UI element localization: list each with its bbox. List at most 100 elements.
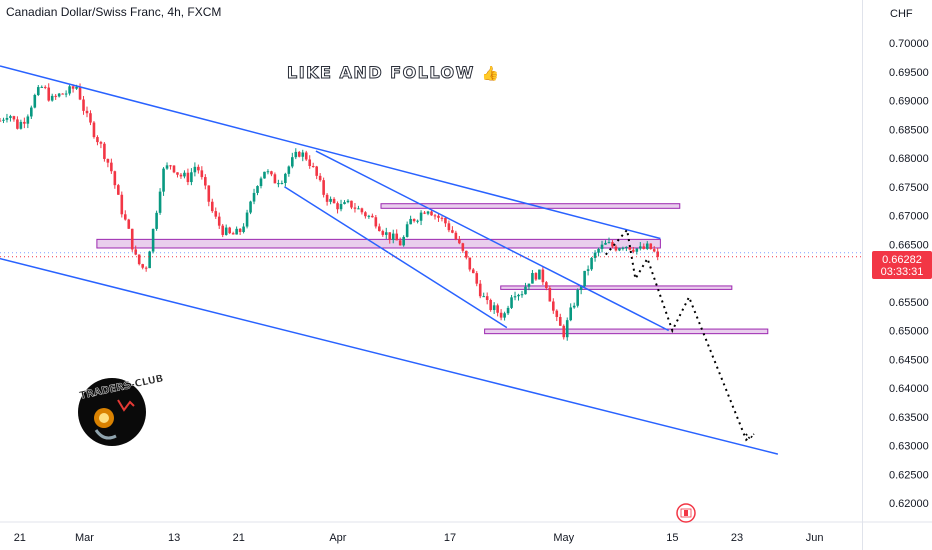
candle-body xyxy=(179,174,183,177)
candle-body xyxy=(388,232,392,240)
candle-body xyxy=(54,95,57,97)
candle-body xyxy=(325,194,329,202)
candle-body xyxy=(492,305,496,310)
candle-body xyxy=(294,151,298,158)
candle-body xyxy=(597,248,600,253)
candle-body xyxy=(47,87,51,101)
like-and-follow-banner: LIKE AND FOLLOW 👍 xyxy=(287,63,501,83)
candle-body xyxy=(68,86,71,94)
candle-body xyxy=(569,307,573,321)
candle-body xyxy=(207,185,211,202)
trendline[interactable] xyxy=(315,150,669,332)
candle-body xyxy=(117,185,120,195)
candle-body xyxy=(40,86,44,88)
candle-body xyxy=(475,273,479,284)
candle-body xyxy=(16,119,19,129)
candle-body xyxy=(137,254,141,265)
last-price-value: 0.66282 xyxy=(882,254,922,266)
candle-body xyxy=(148,251,151,269)
candle-body xyxy=(583,270,586,287)
trendline[interactable] xyxy=(0,65,661,240)
candle-body xyxy=(339,204,343,210)
traders-club-logo: TRADERS-CLUB xyxy=(78,373,165,446)
y-tick-label: 0.69000 xyxy=(889,96,929,108)
candle-body xyxy=(36,87,40,95)
candle-body xyxy=(381,231,385,235)
candle-body xyxy=(639,246,642,249)
supply-demand-zone[interactable] xyxy=(380,203,681,209)
candle-body xyxy=(357,208,360,210)
candle-body xyxy=(353,207,357,209)
candle-body xyxy=(541,269,545,283)
candle-body xyxy=(649,243,653,250)
candle-body xyxy=(628,246,632,250)
candle-body xyxy=(322,180,325,195)
candle-body xyxy=(263,171,266,179)
thumbs-up-icon: 👍 xyxy=(481,66,501,82)
candle-body xyxy=(176,172,179,175)
supply-demand-zone[interactable] xyxy=(484,328,769,335)
supply-demand-zone[interactable] xyxy=(96,238,661,249)
candle-body xyxy=(625,246,628,248)
candle-body xyxy=(23,121,26,124)
x-tick-label: 21 xyxy=(233,532,245,544)
price-projection-path[interactable] xyxy=(605,227,751,442)
candle-body xyxy=(604,242,607,245)
candle-body xyxy=(468,257,472,270)
candle-body xyxy=(576,289,579,306)
candle-body xyxy=(9,116,12,118)
candle-body xyxy=(57,93,61,97)
candle-body xyxy=(158,191,162,213)
candle-body xyxy=(552,301,555,311)
candle-body xyxy=(33,94,37,108)
candle-body xyxy=(506,307,510,314)
canada-flag-event-icon[interactable] xyxy=(676,503,696,523)
candle-body xyxy=(642,246,646,249)
candle-body xyxy=(451,230,454,233)
currency-label: CHF xyxy=(890,8,913,20)
candle-body xyxy=(169,165,172,167)
y-tick-label: 0.67500 xyxy=(889,182,929,194)
candle-body xyxy=(228,227,231,234)
y-tick-label: 0.65000 xyxy=(889,326,929,338)
candle-body xyxy=(465,250,468,258)
candle-body xyxy=(409,218,412,225)
candle-body xyxy=(343,202,346,205)
supply-demand-zone[interactable] xyxy=(500,285,733,290)
candle-body xyxy=(360,208,364,213)
candle-body xyxy=(141,264,144,268)
last-price-countdown: 03:33:31 xyxy=(881,266,924,278)
candle-body xyxy=(19,121,23,129)
x-tick-label: 15 xyxy=(666,532,678,544)
banner-text: LIKE AND FOLLOW xyxy=(287,63,475,83)
candle-body xyxy=(520,294,524,296)
candle-body xyxy=(548,288,552,302)
candle-body xyxy=(430,211,433,216)
candle-body xyxy=(458,239,461,244)
candle-body xyxy=(123,214,127,220)
candle-body xyxy=(513,296,517,298)
candle-body xyxy=(652,249,656,252)
trendline[interactable] xyxy=(0,257,779,455)
candle-body xyxy=(89,113,92,123)
candle-body xyxy=(242,226,245,232)
candle-body xyxy=(378,226,381,232)
y-tick-label: 0.64500 xyxy=(889,354,929,366)
candle-body xyxy=(632,249,635,252)
x-tick-label: Mar xyxy=(75,532,94,544)
candle-body xyxy=(249,201,252,213)
y-tick-label: 0.70000 xyxy=(889,38,929,50)
y-tick-label: 0.68500 xyxy=(889,124,929,136)
trendline[interactable] xyxy=(284,186,508,329)
candle-body xyxy=(405,224,409,237)
candle-body xyxy=(562,325,566,338)
candle-body xyxy=(364,212,367,217)
candle-body xyxy=(85,110,89,114)
candle-body xyxy=(471,269,475,274)
candle-body xyxy=(398,240,402,246)
candle-body xyxy=(440,217,444,219)
candle-body xyxy=(447,223,451,231)
y-tick-label: 0.68000 xyxy=(889,153,929,165)
candle-body xyxy=(618,248,621,251)
